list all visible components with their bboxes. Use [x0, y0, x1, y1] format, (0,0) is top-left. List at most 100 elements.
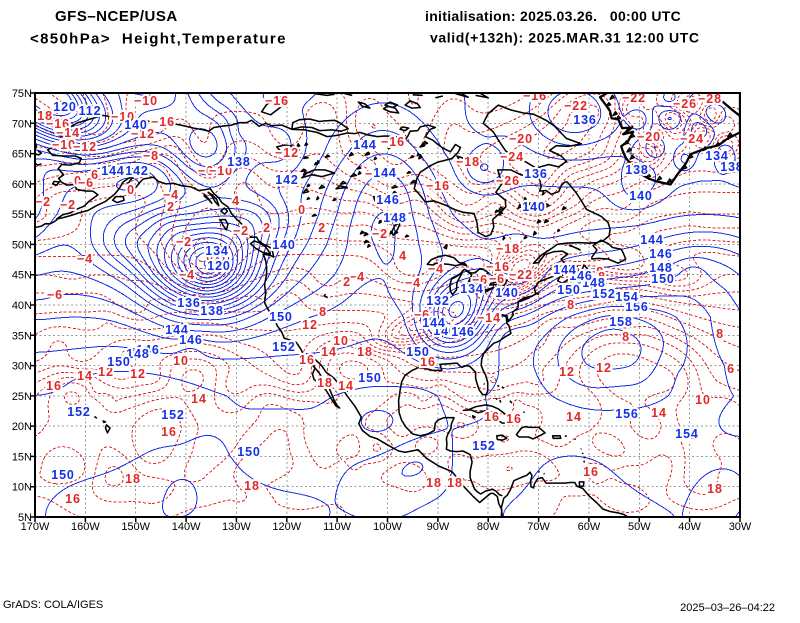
svg-text:−16: −16 [486, 260, 510, 274]
svg-text:−12: −12 [275, 146, 299, 160]
svg-text:2: 2 [167, 200, 175, 214]
svg-text:142: 142 [125, 164, 149, 178]
svg-text:−6: −6 [472, 273, 488, 287]
svg-text:−2: −2 [60, 198, 76, 212]
svg-text:144: 144 [640, 233, 664, 247]
svg-text:10: 10 [695, 393, 711, 407]
svg-text:120W: 120W [272, 521, 301, 533]
svg-text:40W: 40W [678, 521, 701, 533]
svg-text:136: 136 [573, 113, 597, 127]
svg-text:75N: 75N [12, 88, 32, 100]
svg-text:18: 18 [317, 376, 333, 390]
svg-text:150: 150 [269, 310, 293, 324]
svg-text:170W: 170W [21, 521, 50, 533]
svg-text:12: 12 [98, 365, 114, 379]
svg-text:144: 144 [422, 316, 446, 330]
svg-text:134: 134 [205, 244, 229, 258]
svg-text:<850hPa> Height,Temperature: <850hPa> Height,Temperature [30, 31, 287, 48]
svg-text:130W: 130W [222, 521, 251, 533]
svg-text:4: 4 [399, 249, 407, 263]
svg-text:18: 18 [244, 479, 260, 493]
svg-text:0: 0 [74, 174, 82, 188]
svg-text:150: 150 [406, 345, 430, 359]
svg-text:−6: −6 [414, 308, 430, 322]
svg-text:12: 12 [302, 318, 318, 332]
svg-text:148: 148 [649, 261, 673, 275]
svg-text:16: 16 [506, 412, 522, 426]
svg-text:−6: −6 [198, 164, 214, 178]
svg-text:−10: −10 [134, 94, 158, 108]
svg-text:0: 0 [298, 203, 306, 217]
svg-text:−4: −4 [349, 270, 365, 284]
svg-text:160W: 160W [71, 521, 100, 533]
svg-text:−4: −4 [179, 268, 195, 282]
svg-text:146: 146 [433, 324, 457, 338]
svg-text:−24: −24 [500, 150, 524, 164]
svg-text:150: 150 [237, 445, 261, 459]
svg-text:144: 144 [165, 323, 189, 337]
svg-text:150: 150 [107, 355, 131, 369]
svg-text:65N: 65N [12, 149, 32, 161]
svg-text:16: 16 [46, 379, 62, 393]
svg-text:−4: −4 [163, 188, 179, 202]
svg-text:2025–03–26–04:22: 2025–03–26–04:22 [680, 602, 775, 614]
svg-text:−6: −6 [489, 272, 505, 286]
svg-text:146: 146 [451, 325, 475, 339]
svg-text:−12: −12 [131, 127, 155, 141]
svg-text:−6: −6 [78, 176, 94, 190]
svg-text:138: 138 [227, 155, 251, 169]
svg-text:134: 134 [460, 282, 484, 296]
svg-text:120: 120 [207, 259, 231, 273]
svg-text:6: 6 [91, 168, 99, 182]
svg-text:35N: 35N [12, 330, 32, 342]
svg-text:18: 18 [426, 476, 442, 490]
svg-text:150W: 150W [121, 521, 150, 533]
svg-text:136: 136 [524, 167, 548, 181]
svg-text:−18: −18 [29, 109, 53, 123]
svg-text:16: 16 [420, 355, 436, 369]
svg-text:0: 0 [206, 250, 214, 264]
svg-text:GFS–NCEP/USA: GFS–NCEP/USA [55, 8, 178, 25]
svg-text:−16: −16 [151, 115, 175, 129]
svg-text:6: 6 [727, 362, 735, 376]
svg-text:8: 8 [319, 305, 327, 319]
svg-text:152: 152 [272, 340, 296, 354]
svg-text:20N: 20N [12, 421, 32, 433]
svg-text:14: 14 [191, 392, 207, 406]
svg-text:15N: 15N [12, 451, 32, 463]
svg-text:90W: 90W [427, 521, 450, 533]
svg-text:50N: 50N [12, 239, 32, 251]
svg-text:140: 140 [272, 238, 296, 252]
svg-text:148: 148 [582, 276, 606, 290]
svg-text:144: 144 [101, 164, 125, 178]
svg-text:150: 150 [51, 468, 75, 482]
svg-text:142: 142 [275, 173, 299, 187]
svg-text:140: 140 [522, 200, 546, 214]
svg-text:80W: 80W [477, 521, 500, 533]
svg-text:−4: −4 [428, 262, 444, 276]
svg-text:146: 146 [376, 193, 400, 207]
svg-text:152: 152 [472, 439, 496, 453]
svg-text:−8: −8 [590, 270, 606, 284]
svg-text:30W: 30W [729, 521, 752, 533]
svg-text:8: 8 [567, 298, 575, 312]
svg-text:14: 14 [651, 406, 667, 420]
svg-text:initialisation: 2025.03.26.: initialisation: 2025.03.26. 00:00 UTC [425, 8, 681, 24]
svg-text:152: 152 [161, 408, 185, 422]
svg-text:144: 144 [353, 138, 377, 152]
svg-text:GrADS: COLA/IGES: GrADS: COLA/IGES [3, 599, 103, 611]
svg-text:−2: −2 [233, 224, 249, 238]
svg-text:8: 8 [716, 327, 724, 341]
svg-text:154: 154 [615, 290, 639, 304]
svg-text:156: 156 [615, 407, 639, 421]
svg-text:−20: −20 [509, 132, 533, 146]
svg-text:14: 14 [566, 410, 582, 424]
svg-text:146: 146 [179, 333, 203, 347]
svg-text:12: 12 [559, 365, 575, 379]
svg-text:40N: 40N [12, 300, 32, 312]
svg-text:−24: −24 [680, 132, 704, 146]
svg-text:148: 148 [126, 347, 150, 361]
svg-text:152: 152 [592, 287, 616, 301]
svg-text:144: 144 [373, 166, 397, 180]
svg-text:55N: 55N [12, 209, 32, 221]
